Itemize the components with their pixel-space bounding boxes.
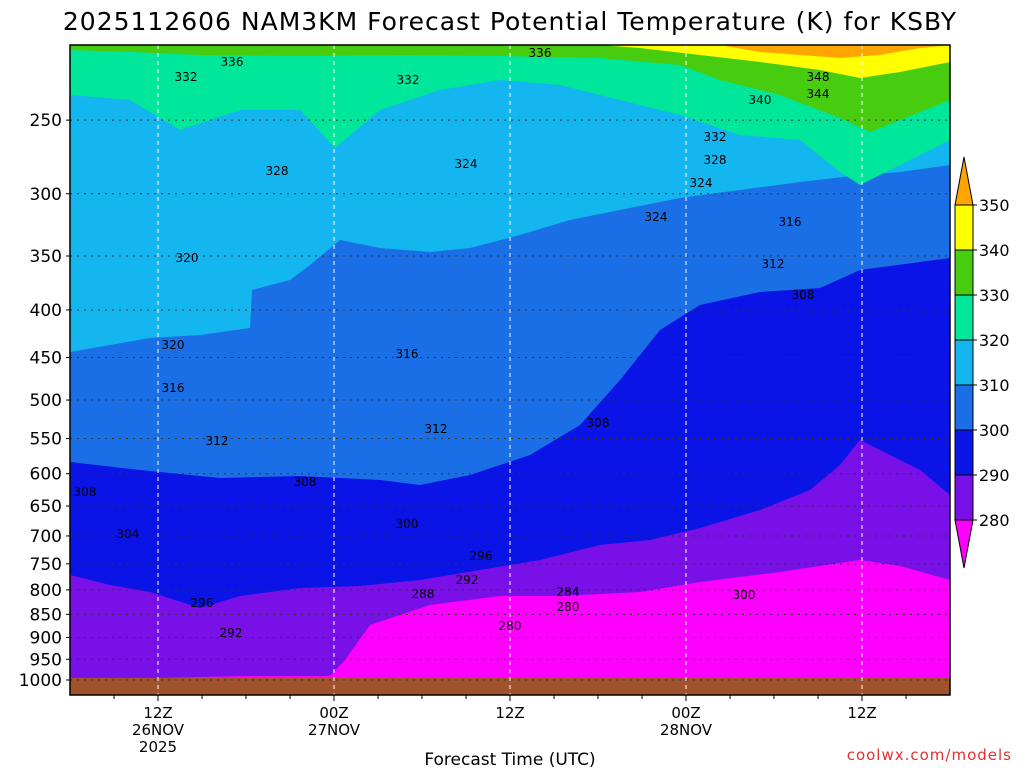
colorbar-band [954,384,974,431]
contour-label: 332 [175,70,198,84]
contour-label: 336 [529,46,552,60]
contour-label: 316 [396,347,419,361]
colorbar-tick-label: 320 [979,331,1010,350]
x-tick-label: 27NOV [308,721,361,739]
colorbar-band [954,429,974,476]
y-tick-label: 600 [30,465,62,485]
contour-label: 284 [557,585,580,599]
y-tick-label: 250 [30,111,62,131]
x-tick-label: 12Z [495,704,524,722]
contour-label: 296 [470,549,493,563]
colorbar-tick-label: 300 [979,421,1010,440]
colorbar-tick-label: 280 [979,511,1010,530]
contour-label: 324 [645,210,668,224]
contour-label: 320 [176,251,199,265]
y-tick-label: 850 [30,605,62,625]
x-tick-label: 00Z [319,704,348,722]
colorbar-band [954,474,974,521]
band-340 [70,45,950,132]
colorbar-band [954,249,974,296]
band-350 [70,45,950,78]
contour-label: 312 [206,434,229,448]
colorbar-over-arrow [954,156,974,206]
y-tick-label: 800 [30,581,62,601]
contour-label: 344 [807,87,830,101]
contour-label: 328 [266,164,289,178]
x-tick-label: 12Z [143,704,172,722]
contour-label: 308 [294,475,317,489]
x-axis-label: Forecast Time (UTC) [424,750,595,768]
colorbar-tick-label: 310 [979,376,1010,395]
band-over [720,45,950,58]
colorbar-band [954,204,974,251]
contour-label: 340 [749,93,772,107]
contour-label: 288 [412,587,435,601]
x-tick-label: 12Z [847,704,876,722]
credit-text: coolwx.com/models [847,746,1012,764]
y-tick-label: 550 [30,430,62,450]
y-tick-label: 450 [30,349,62,369]
contour-label: 312 [762,257,785,271]
contour-label: 312 [425,422,448,436]
contour-label: 308 [792,288,815,302]
x-tick-label: 00Z [671,704,700,722]
y-tick-label: 700 [30,527,62,547]
contour-label: 328 [704,153,727,167]
contour-label: 332 [704,130,727,144]
contour-label: 304 [117,527,140,541]
colorbar-tick-label: 350 [979,196,1010,215]
y-tick-label: 900 [30,628,62,648]
colorbar-tick-label: 290 [979,466,1010,485]
y-tick-label: 350 [30,247,62,267]
contour-label: 316 [162,381,185,395]
y-tick-label: 1000 [19,671,62,691]
contour-label: 292 [456,573,479,587]
y-tick-label: 300 [30,185,62,205]
x-tick-label: 28NOV [660,721,713,739]
contour-label: 308 [587,416,610,430]
contour-label: 280 [557,600,580,614]
contour-label: 308 [74,485,97,499]
colorbar-tick-label: 340 [979,241,1010,260]
colorbar-band [954,294,974,341]
contour-label: 324 [455,157,478,171]
colorbar: 350 340 330 320 310 300 290 280 [954,156,1010,569]
contour-label: 324 [690,176,713,190]
chart-title: 2025112606 NAM3KM Forecast Potential Tem… [63,7,957,36]
colorbar-tick-label: 330 [979,286,1010,305]
contour-label: 292 [220,626,243,640]
contour-label: 320 [162,338,185,352]
x-tick-label: 26NOV [132,721,185,739]
contour-label: 300 [396,517,419,531]
y-tick-label: 650 [30,497,62,517]
contour-label: 332 [397,73,420,87]
x-tick-label: 2025 [139,738,177,756]
contour-label: 348 [807,70,830,84]
y-axis: 250 300 350 400 450 500 550 600 650 700 750 800 850 9… [19,111,70,691]
y-tick-label: 950 [30,650,62,670]
colorbar-under-arrow [954,519,974,569]
contour-label: 316 [779,215,802,229]
contour-label: 336 [221,55,244,69]
y-tick-label: 500 [30,391,62,411]
y-tick-label: 400 [30,301,62,321]
contour-label: 300 [733,588,756,602]
colorbar-band [954,339,974,386]
contour-label: 296 [191,596,214,610]
y-tick-label: 750 [30,555,62,575]
contour-label: 280 [499,619,522,633]
contour-labels: 336 332 336 332 348 344 340 332 328 328 324 324 320 3… [74,46,830,640]
